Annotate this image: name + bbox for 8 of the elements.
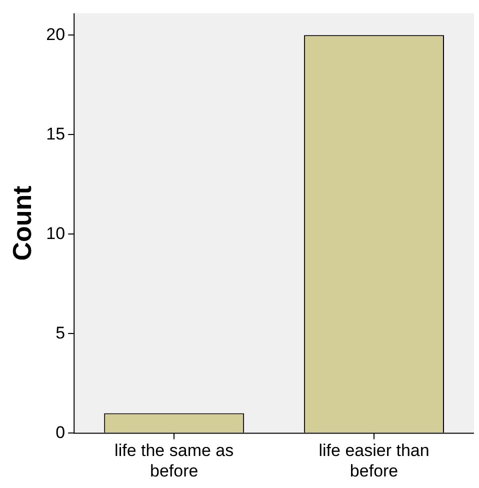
x-tick-label: life the same as before [114, 441, 234, 480]
y-tick-label: 10 [46, 224, 66, 243]
y-tick-label: 20 [46, 24, 66, 44]
y-tick-label: 0 [56, 422, 66, 442]
y-axis-title: Count [6, 185, 37, 261]
x-tick-label: life easier than before [318, 441, 430, 480]
y-tick-label: 5 [56, 323, 66, 342]
y-tick-label: 15 [46, 124, 66, 144]
